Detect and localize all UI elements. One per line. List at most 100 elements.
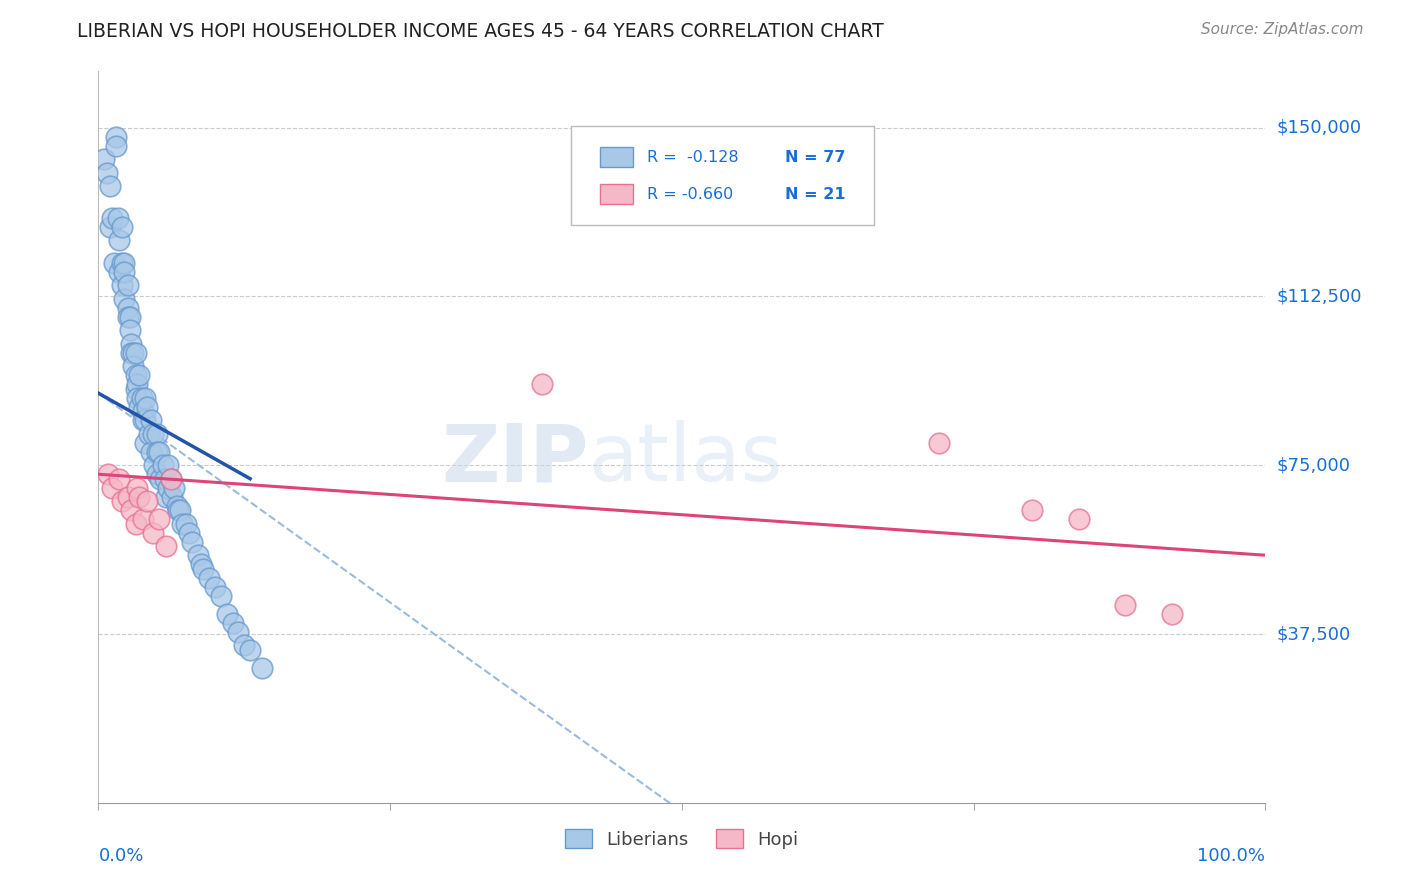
Point: [120, 345, 142, 359]
Point: [98, 179, 121, 194]
Point: [148, 512, 170, 526]
Point: [108, 472, 131, 486]
Point: [93, 152, 115, 166]
Point: [104, 138, 127, 153]
Point: [132, 512, 155, 526]
Point: [125, 391, 148, 405]
Point: [111, 494, 134, 508]
Point: [118, 323, 141, 337]
Point: [108, 233, 131, 247]
Point: [1161, 607, 1184, 621]
Point: [172, 516, 194, 531]
Point: [152, 458, 174, 473]
Text: atlas: atlas: [589, 420, 783, 498]
Point: [125, 377, 148, 392]
Text: N = 77: N = 77: [785, 150, 845, 165]
Point: [117, 310, 139, 324]
Point: [166, 499, 188, 513]
Text: 100.0%: 100.0%: [1198, 847, 1265, 864]
Point: [131, 391, 153, 405]
Point: [128, 368, 150, 383]
Point: [239, 642, 262, 657]
Point: [125, 345, 148, 359]
Point: [111, 219, 134, 234]
Point: [1021, 503, 1043, 517]
Point: [120, 336, 142, 351]
Point: [1067, 512, 1090, 526]
Point: [136, 400, 159, 414]
Point: [174, 516, 197, 531]
Point: [166, 503, 188, 517]
Point: [125, 516, 148, 531]
Point: [157, 481, 180, 495]
Point: [125, 368, 148, 383]
Point: [155, 490, 177, 504]
Point: [146, 444, 169, 458]
Point: [112, 292, 135, 306]
Text: Source: ZipAtlas.com: Source: ZipAtlas.com: [1201, 22, 1364, 37]
Point: [138, 426, 160, 441]
Point: [143, 458, 166, 473]
Point: [112, 265, 135, 279]
Point: [204, 580, 226, 594]
Point: [103, 255, 125, 269]
Text: ZIP: ZIP: [441, 420, 589, 498]
Point: [118, 310, 141, 324]
Point: [928, 435, 950, 450]
Point: [134, 413, 156, 427]
Point: [146, 467, 169, 482]
Point: [169, 503, 191, 517]
Text: N = 21: N = 21: [785, 186, 845, 202]
Point: [193, 562, 215, 576]
Point: [128, 400, 150, 414]
Text: $112,500: $112,500: [1277, 287, 1362, 305]
Text: R =  -0.128: R = -0.128: [647, 150, 738, 165]
Point: [96, 166, 118, 180]
Point: [179, 525, 201, 540]
Point: [111, 278, 134, 293]
FancyBboxPatch shape: [571, 126, 875, 225]
Point: [120, 503, 142, 517]
Point: [221, 615, 243, 630]
Point: [215, 607, 238, 621]
Point: [108, 265, 131, 279]
Text: LIBERIAN VS HOPI HOUSEHOLDER INCOME AGES 45 - 64 YEARS CORRELATION CHART: LIBERIAN VS HOPI HOUSEHOLDER INCOME AGES…: [77, 22, 884, 41]
Point: [97, 467, 120, 482]
Point: [198, 571, 221, 585]
Point: [209, 589, 232, 603]
Text: $37,500: $37,500: [1277, 625, 1351, 643]
Point: [101, 211, 124, 225]
Point: [530, 377, 553, 392]
Point: [128, 490, 150, 504]
Point: [228, 624, 250, 639]
Point: [190, 558, 212, 572]
FancyBboxPatch shape: [600, 184, 633, 204]
Point: [125, 481, 148, 495]
FancyBboxPatch shape: [600, 147, 633, 168]
Point: [136, 494, 159, 508]
Point: [111, 255, 134, 269]
Text: 0.0%: 0.0%: [98, 847, 143, 864]
Point: [134, 435, 156, 450]
Point: [117, 490, 139, 504]
Point: [107, 211, 129, 225]
Point: [148, 444, 170, 458]
Text: R = -0.660: R = -0.660: [647, 186, 733, 202]
Point: [155, 539, 177, 553]
Point: [117, 301, 139, 315]
Point: [132, 413, 155, 427]
Point: [233, 638, 256, 652]
Point: [160, 490, 183, 504]
Point: [134, 391, 156, 405]
Point: [149, 472, 172, 486]
Point: [112, 255, 135, 269]
Point: [139, 444, 162, 458]
Point: [163, 481, 186, 495]
Point: [122, 345, 145, 359]
Point: [122, 359, 145, 374]
Point: [139, 413, 162, 427]
Legend: Liberians, Hopi: Liberians, Hopi: [558, 822, 806, 856]
Point: [104, 129, 127, 144]
Point: [117, 278, 139, 293]
Text: $150,000: $150,000: [1277, 119, 1361, 136]
